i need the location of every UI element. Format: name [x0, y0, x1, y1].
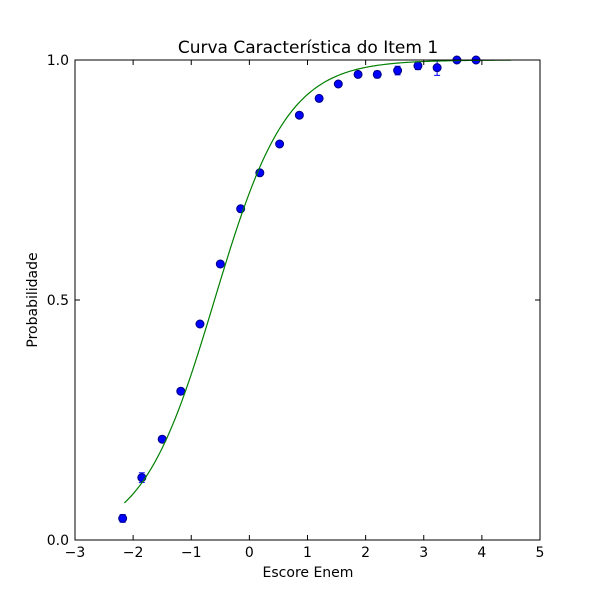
- data-point: [275, 139, 285, 149]
- point-marker: [393, 66, 403, 76]
- x-axis-label: Escore Enem: [263, 565, 354, 581]
- point-marker: [195, 319, 205, 329]
- point-marker: [215, 259, 225, 269]
- point-marker: [176, 386, 186, 396]
- y-tick-label: 1.0: [47, 53, 69, 69]
- point-marker: [413, 61, 423, 71]
- data-point: [294, 110, 304, 120]
- point-marker: [353, 69, 363, 79]
- x-tick-label: −3: [65, 545, 86, 561]
- x-tick-label: −2: [123, 545, 144, 561]
- x-tick-label: 2: [361, 545, 370, 561]
- x-tick-label: 3: [419, 545, 428, 561]
- x-tick-label: 0: [245, 545, 254, 561]
- point-marker: [372, 69, 382, 79]
- plot-area: [118, 55, 511, 523]
- x-tick-label: 5: [536, 545, 545, 561]
- fitted-curve: [123, 59, 511, 504]
- data-point: [118, 513, 128, 523]
- point-marker: [432, 63, 442, 73]
- data-point: [314, 93, 324, 103]
- data-point: [393, 65, 403, 76]
- data-point: [137, 472, 147, 483]
- y-tick-label: 0.5: [47, 293, 69, 309]
- data-point: [353, 69, 363, 79]
- plot-frame: [74, 59, 541, 541]
- data-point: [195, 319, 205, 329]
- y-tick-label: 0.0: [47, 533, 69, 549]
- x-tick-label: −1: [181, 545, 202, 561]
- point-marker: [137, 473, 147, 483]
- y-axis-label: Probabilidade: [25, 252, 41, 347]
- x-tick-label: 1: [303, 545, 312, 561]
- x-tick-label: 4: [477, 545, 486, 561]
- data-point: [372, 69, 382, 79]
- point-marker: [294, 110, 304, 120]
- point-marker: [333, 79, 343, 89]
- point-marker: [275, 139, 285, 149]
- point-marker: [118, 513, 128, 523]
- data-point: [333, 79, 343, 89]
- point-marker: [314, 93, 324, 103]
- x-axis: −3 −2 −1 0 1 2 3 4 5: [65, 60, 545, 561]
- data-point: [176, 386, 186, 396]
- data-point: [432, 59, 442, 76]
- y-axis: 0.0 0.5 1.0: [47, 53, 540, 549]
- data-point: [413, 61, 423, 71]
- data-point: [215, 259, 225, 269]
- chart-title: Curva Característica do Item 1: [178, 38, 438, 58]
